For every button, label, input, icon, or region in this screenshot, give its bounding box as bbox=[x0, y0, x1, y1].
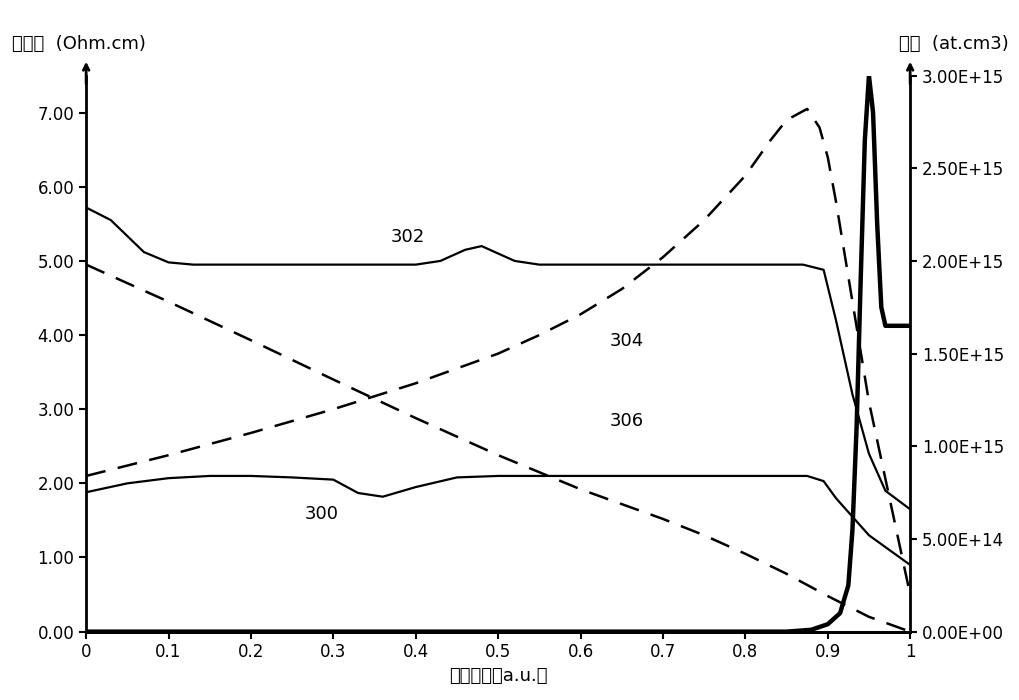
X-axis label: 固体分数（a.u.）: 固体分数（a.u.） bbox=[448, 667, 547, 685]
Text: 浓度  (at.cm3): 浓度 (at.cm3) bbox=[899, 35, 1008, 53]
Text: 302: 302 bbox=[390, 228, 425, 246]
Text: 306: 306 bbox=[608, 412, 643, 430]
Text: 300: 300 bbox=[305, 505, 338, 523]
Text: 304: 304 bbox=[608, 332, 643, 350]
Text: 电阻率  (Ohm.cm): 电阻率 (Ohm.cm) bbox=[12, 35, 146, 53]
